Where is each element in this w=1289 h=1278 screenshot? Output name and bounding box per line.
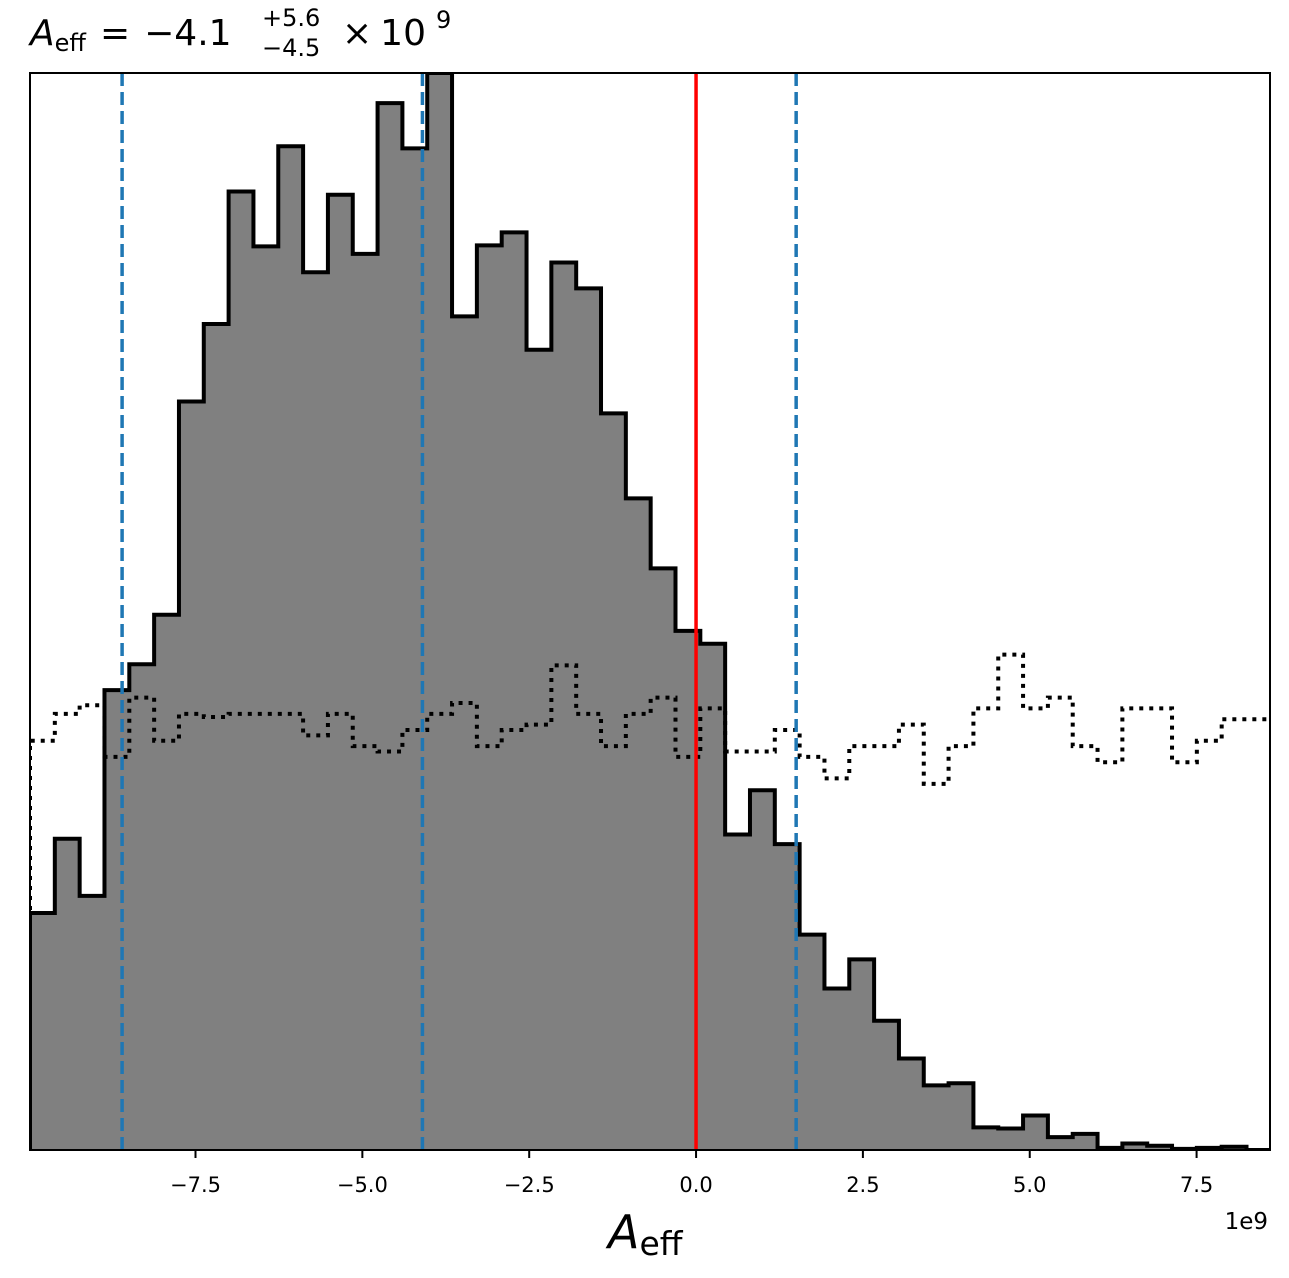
title-symbol: A: [28, 13, 55, 54]
x-tick-label: −5.0: [337, 1173, 388, 1197]
posterior-bar: [1122, 1143, 1148, 1150]
posterior-bar: [799, 934, 826, 1150]
posterior-bar: [54, 838, 81, 1150]
x-tick-label: 5.0: [1013, 1173, 1046, 1197]
x-tick-label: 7.5: [1180, 1173, 1213, 1197]
posterior-bar: [476, 245, 503, 1150]
x-axis: −7.5 −5.0 −2.5 0.0 2.5 5.0 7.5: [170, 1150, 1213, 1197]
posterior-bar: [1072, 1133, 1099, 1150]
prior-outline: [30, 652, 1270, 1150]
posterior-bar: [650, 568, 677, 1150]
title-exponent: 9: [436, 6, 451, 34]
posterior-bar: [749, 790, 776, 1150]
posterior-bar: [327, 194, 354, 1150]
title-err-minus: −4.5: [262, 34, 320, 62]
reference-lines: [120, 73, 798, 1150]
posterior-bar: [452, 316, 478, 1150]
posterior-bar: [1023, 1115, 1049, 1150]
posterior-bar: [278, 146, 304, 1150]
x-tick-label: −2.5: [504, 1173, 555, 1197]
x-offset-label: 1e9: [1225, 1209, 1268, 1235]
posterior-bar: [30, 913, 56, 1150]
title-equals: =: [100, 13, 130, 54]
svg-text:Aeff=−4.1: Aeff = −4.1: [28, 13, 232, 57]
posterior-bar: [228, 191, 255, 1150]
x-tick-label: −7.5: [170, 1173, 221, 1197]
plot-frame: [29, 72, 1271, 1151]
title-base: 10: [380, 13, 426, 54]
title-err-plus: +5.6: [262, 4, 320, 32]
xlabel-symbol: A: [605, 1205, 639, 1259]
posterior-bar: [154, 614, 180, 1150]
posterior-bar: [849, 959, 875, 1150]
posterior-bar: [79, 895, 106, 1150]
x-tick-label: 2.5: [846, 1173, 879, 1197]
posterior-bar: [377, 103, 404, 1150]
posterior-bar: [948, 1083, 975, 1150]
posterior-bar: [352, 253, 379, 1150]
title-times: ×: [342, 13, 372, 54]
posterior-bar: [501, 232, 528, 1150]
chart-title: Aeff = −4.1 +5.6 −4.5 × 10 9: [28, 4, 451, 62]
title-median: −4.1: [144, 13, 231, 54]
posterior-bar: [625, 498, 652, 1150]
posterior-bar: [526, 349, 552, 1150]
posterior-bar: [700, 643, 726, 1150]
x-tick-label: 0.0: [679, 1173, 712, 1197]
posterior-bar: [178, 401, 205, 1150]
prior-layer: [30, 652, 1270, 1150]
posterior-bar: [973, 1127, 999, 1150]
posterior-bar: [824, 988, 850, 1150]
posterior-bar: [576, 288, 602, 1150]
posterior-outline: [30, 73, 1270, 1150]
posterior-bar: [303, 272, 329, 1150]
posterior-bar: [427, 73, 453, 1150]
posterior-bar: [253, 246, 279, 1150]
posterior-bar: [725, 834, 751, 1150]
posterior-bar: [601, 413, 627, 1150]
title-subscript: eff: [55, 29, 87, 57]
posterior-bar: [203, 323, 230, 1150]
plot-area: [29, 72, 1271, 1151]
posterior-bar: [1047, 1137, 1074, 1150]
posterior-bar: [874, 1020, 900, 1150]
x-axis-label: Aeff: [605, 1205, 684, 1263]
xlabel-subscript: eff: [639, 1224, 683, 1263]
posterior-bar: [1147, 1145, 1173, 1150]
posterior-bar: [998, 1128, 1024, 1150]
svg-text:×10: × 10: [342, 13, 426, 54]
posterior-bar: [104, 690, 130, 1150]
posterior-bar: [129, 664, 155, 1150]
posterior-bar: [551, 262, 577, 1150]
posterior-bar: [923, 1085, 950, 1150]
posterior-bar: [898, 1058, 925, 1150]
